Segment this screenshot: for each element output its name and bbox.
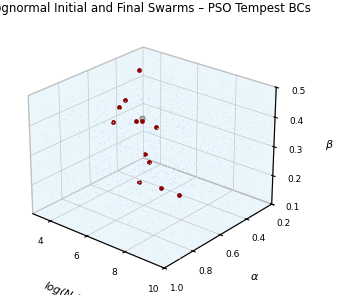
Title: Lognormal Initial and Final Swarms – PSO Tempest BCs: Lognormal Initial and Final Swarms – PSO… (0, 2, 311, 15)
Y-axis label: α: α (251, 272, 258, 282)
X-axis label: log(N₀): log(N₀) (42, 281, 82, 295)
